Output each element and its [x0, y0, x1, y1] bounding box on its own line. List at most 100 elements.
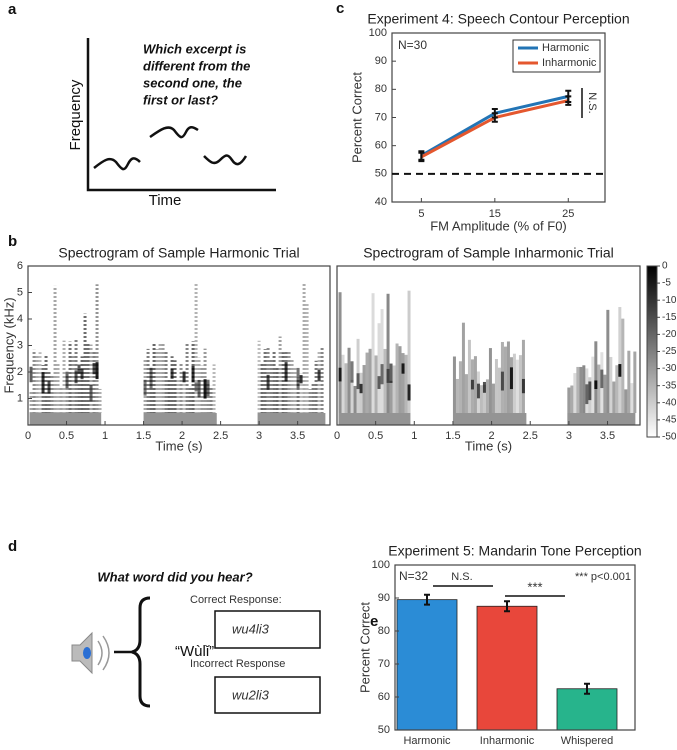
response-label: Correct Response: — [190, 594, 282, 606]
y-tick-label: 50 — [378, 724, 390, 736]
brace — [131, 596, 151, 708]
annotation: N=30 — [398, 38, 427, 52]
x-tick-label: 25 — [562, 208, 574, 220]
spectrogram-texture — [579, 366, 583, 413]
noise-floor — [257, 413, 326, 425]
spectrogram-texture — [44, 355, 48, 413]
spectrogram-texture — [606, 309, 610, 413]
spectrogram-texture — [155, 349, 159, 413]
colorbar-tick-label: -20 — [662, 329, 677, 340]
sound-waves — [97, 635, 110, 671]
x-tick-label: 2.5 — [213, 430, 228, 442]
x-tick-label: 1 — [102, 430, 108, 442]
spectrogram-texture — [594, 380, 598, 390]
spectrogram-texture — [594, 341, 598, 413]
spectrogram-texture — [47, 381, 51, 394]
spectrogram-texture — [600, 369, 604, 389]
panel-label: d — [8, 538, 17, 555]
spectrogram-texture — [633, 351, 637, 413]
spectrogram-texture — [182, 371, 186, 383]
annotation: N.S. — [586, 92, 598, 113]
spectrogram-texture — [488, 348, 492, 413]
spectrogram-texture — [317, 369, 321, 381]
response-text: wu4li3 — [232, 621, 270, 636]
response-box — [214, 610, 321, 649]
x-tick-label: 3.5 — [600, 430, 615, 442]
spectrogram-texture — [197, 379, 201, 398]
spectrogram-texture — [29, 390, 33, 413]
y-tick-label: 40 — [375, 196, 387, 208]
x-tick-label: 1.5 — [136, 430, 151, 442]
spectrogram-texture — [296, 367, 300, 389]
chart-title: Spectrogram of Sample Harmonic Trial — [58, 245, 299, 261]
y-tick-label: 70 — [378, 658, 390, 670]
spectrogram-texture — [371, 293, 375, 413]
spectrogram-texture — [380, 364, 384, 385]
y-axis-label: Frequency (kHz) — [1, 297, 16, 393]
colorbar-tick-label: 0 — [662, 261, 668, 272]
y-tick-label: 1 — [17, 392, 23, 404]
question: second one, the — [143, 75, 242, 90]
annotation: N=32 — [399, 569, 428, 583]
spectrogram-texture — [212, 364, 216, 413]
colorbar-tick-label: -50 — [662, 432, 677, 443]
x-tick-label: 3.5 — [290, 430, 305, 442]
spectrogram-texture — [296, 377, 300, 413]
spectrogram-texture — [65, 374, 69, 413]
spectrogram-texture — [627, 350, 631, 413]
spectrogram-texture — [68, 341, 72, 413]
spectrogram-texture — [209, 385, 213, 413]
spectrogram-texture — [311, 383, 315, 413]
y-tick-label: 90 — [378, 592, 390, 604]
spectrogram-texture — [71, 356, 75, 413]
y-tick-label: 4 — [17, 313, 23, 325]
spectrogram-texture — [182, 370, 186, 413]
spectrogram-texture — [500, 371, 504, 391]
error-bar — [565, 95, 572, 106]
spectrogram-texture — [257, 340, 261, 413]
speaker-icon — [71, 631, 93, 675]
chart-title: Experiment 4: Speech Contour Perception — [367, 11, 629, 27]
spectrogram-texture — [567, 387, 571, 413]
noise-floor — [143, 413, 217, 425]
x-tick-label: 3 — [566, 430, 572, 442]
spectrogram-texture — [320, 346, 324, 413]
spectrogram-texture — [350, 361, 354, 383]
spectrogram-texture — [512, 353, 516, 413]
spectrogram-texture — [170, 356, 174, 413]
spectrogram-texture — [374, 355, 378, 413]
colorbar-tick-label: -25 — [662, 346, 677, 357]
spectrogram-texture — [95, 284, 99, 413]
spectrogram-texture — [194, 382, 198, 392]
spectrogram-texture — [407, 290, 411, 413]
spectrogram-texture — [392, 365, 396, 413]
spectrogram-texture — [38, 352, 42, 413]
x-tick-label: 2 — [489, 430, 495, 442]
spectrogram-texture — [284, 351, 288, 413]
spectrogram-texture — [89, 384, 93, 402]
spectrogram-texture — [386, 293, 390, 413]
spectrogram-texture — [612, 381, 616, 413]
spectrogram-texture — [164, 350, 168, 413]
spectrogram-texture — [521, 378, 525, 394]
spectrogram-texture — [269, 359, 273, 413]
spectrogram-texture — [485, 379, 489, 413]
y-axis-label: Percent Correct — [349, 72, 364, 163]
colorbar-tick-label: -45 — [662, 415, 677, 426]
contour — [203, 154, 248, 166]
spectrogram-texture — [407, 384, 411, 401]
spectrogram-texture — [275, 366, 279, 413]
spectrogram-texture — [618, 364, 622, 377]
spectrogram-texture — [260, 362, 264, 413]
y-tick-label: 80 — [378, 625, 390, 637]
spectrogram-texture — [206, 381, 210, 413]
spectrogram-texture — [597, 364, 601, 413]
spectrogram-texture — [368, 348, 372, 413]
spectrogram-texture — [341, 354, 345, 413]
spectrogram-texture — [476, 383, 480, 399]
response-label: Incorrect Response — [190, 658, 285, 670]
spectrogram-texture — [603, 374, 607, 413]
plot-frame — [336, 265, 641, 426]
y-tick-label: 6 — [17, 260, 23, 272]
spectrogram-texture — [203, 379, 207, 399]
